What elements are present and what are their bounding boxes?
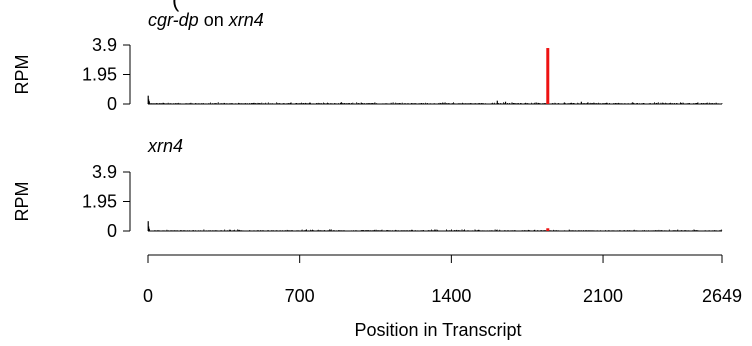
top-fragment: ( [172, 0, 180, 12]
panel-title-part: xrn4 [228, 10, 264, 30]
x-tick-label: 0 [143, 286, 153, 306]
panel-cgr-dp-on-xrn4: cgr-dp on xrn4 0 1.95 3.9 RPM [12, 10, 723, 114]
x-tick-label: 2649 [702, 286, 742, 306]
y-tick-label: 3.9 [92, 162, 117, 182]
panel-title-part: xrn4 [147, 136, 183, 156]
panel-title-part: on [199, 10, 229, 30]
y-axis-label: RPM [12, 55, 32, 95]
panel-xrn4: xrn4 0 1.95 3.9 RPM [12, 136, 723, 241]
x-tick-label: 1400 [431, 286, 471, 306]
y-tick-label: 3.9 [92, 35, 117, 55]
x-axis-label: Position in Transcript [354, 320, 521, 340]
signal-noise [147, 229, 723, 231]
y-tick-label: 0 [107, 94, 117, 114]
panel-title-part: cgr-dp [148, 10, 199, 30]
x-tick-label: 2100 [583, 286, 623, 306]
y-tick-label: 0 [107, 221, 117, 241]
panel-title: cgr-dp on xrn4 [148, 10, 264, 30]
x-tick-label: 700 [285, 286, 315, 306]
panel-title: xrn4 [147, 136, 183, 156]
y-tick-label: 1.95 [82, 65, 117, 85]
y-tick-label: 1.95 [82, 192, 117, 212]
y-axis-label: RPM [12, 182, 32, 222]
signal-noise [147, 102, 723, 104]
x-axis: 0 700 1400 2100 2649 Position in Transcript [143, 254, 742, 340]
